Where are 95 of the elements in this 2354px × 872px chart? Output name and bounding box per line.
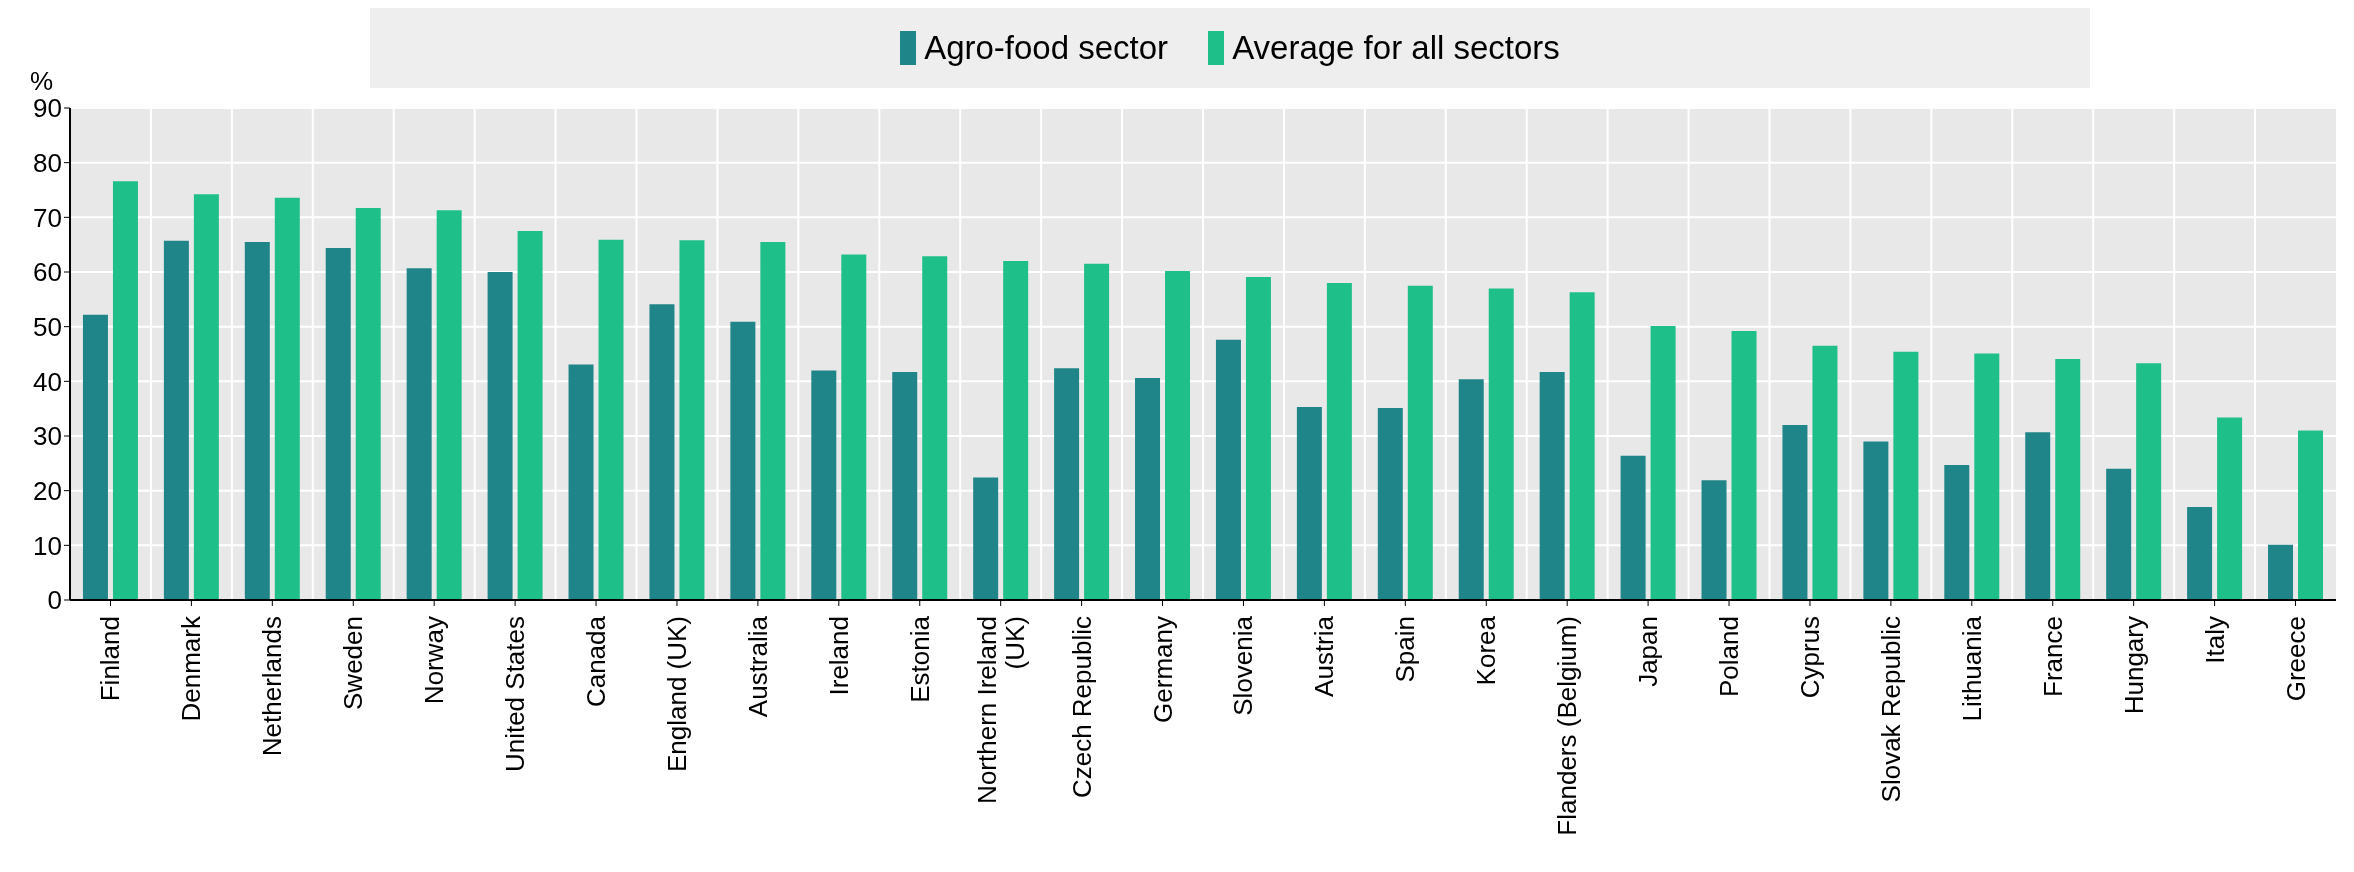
x-tick-label: England (UK)	[661, 616, 692, 773]
x-tick-label: Flanders (Belgium)	[1552, 616, 1583, 836]
x-tick-label: Cyprus	[1794, 616, 1825, 699]
y-tick-label: 50	[33, 311, 62, 342]
legend-label: Agro-food sector	[924, 29, 1169, 67]
x-tick-label: United States	[500, 616, 531, 773]
bar	[568, 364, 594, 600]
x-tick-label: Austria	[1309, 615, 1340, 697]
bar	[1974, 353, 2000, 600]
bar	[1054, 368, 1080, 600]
bar	[973, 477, 999, 600]
bar	[1003, 261, 1029, 600]
bar	[1539, 372, 1565, 600]
x-tick-label: Korea	[1471, 615, 1502, 686]
bar	[1944, 464, 1970, 600]
bar	[112, 181, 138, 600]
bar	[1893, 351, 1919, 600]
bar	[598, 239, 624, 600]
bar	[2217, 417, 2243, 600]
bar	[1135, 378, 1161, 600]
x-tick-label: Czech Republic	[1066, 616, 1097, 799]
bar	[649, 304, 675, 600]
bar	[1701, 480, 1727, 600]
x-tick-label: Sweden	[338, 616, 369, 710]
bar	[1296, 407, 1322, 600]
x-tick-label: Japan	[1633, 616, 1664, 687]
bar	[193, 194, 219, 600]
bar	[517, 231, 543, 600]
x-tick-label: Spain	[1390, 616, 1421, 683]
bar	[436, 210, 462, 600]
bar	[892, 372, 918, 600]
y-tick-label: 10	[33, 530, 62, 561]
x-tick-label: Northern Ireland (UK)	[971, 616, 1030, 804]
bar	[760, 241, 786, 600]
x-tick-label: Slovak Republic	[1875, 616, 1906, 803]
bar	[2298, 430, 2324, 600]
bar	[163, 240, 189, 600]
x-tick-label: Poland	[1714, 616, 1745, 697]
x-tick-label: Slovenia	[1228, 615, 1259, 716]
y-tick-label: 20	[33, 475, 62, 506]
bar	[1245, 276, 1271, 600]
x-tick-label: Lithuania	[1956, 615, 1987, 722]
bar	[82, 314, 108, 600]
bar	[1377, 408, 1403, 600]
bar	[274, 197, 300, 600]
bar	[2025, 432, 2051, 600]
bar	[1731, 331, 1757, 600]
x-tick-label: Estonia	[904, 615, 935, 703]
bar	[244, 241, 270, 600]
bar	[1215, 339, 1241, 600]
bar	[1458, 379, 1484, 600]
y-tick-label: 80	[33, 147, 62, 178]
bar	[406, 268, 432, 600]
bar	[1569, 292, 1595, 600]
bar	[922, 256, 948, 600]
x-tick-label: Ireland	[823, 616, 854, 696]
bar	[1488, 288, 1514, 600]
x-tick-label: Canada	[581, 615, 612, 708]
x-tick-label: Finland	[95, 616, 126, 702]
x-tick-label: France	[2037, 616, 2068, 697]
bar	[325, 247, 351, 600]
bar	[2268, 544, 2294, 600]
bar	[1782, 425, 1808, 600]
y-tick-label: 60	[33, 257, 62, 288]
bar	[679, 240, 705, 600]
bar	[730, 321, 756, 600]
bar	[2187, 507, 2213, 600]
bar	[1407, 285, 1433, 600]
bar	[1620, 455, 1646, 600]
bar	[2106, 468, 2132, 600]
x-tick-label: Denmark	[176, 615, 207, 722]
bar	[1326, 282, 1352, 600]
x-tick-label: Italy	[2199, 616, 2230, 664]
legend-label: Average for all sectors	[1232, 29, 1560, 67]
y-tick-label: 40	[33, 366, 62, 397]
y-tick-label: 70	[33, 202, 62, 233]
bar	[1812, 345, 1838, 600]
bar	[1650, 326, 1676, 600]
bar	[811, 370, 837, 600]
bar	[841, 254, 867, 600]
bar	[1084, 263, 1110, 600]
y-tick-label: 30	[33, 421, 62, 452]
x-tick-label: Netherlands	[257, 616, 288, 757]
x-tick-label: Hungary	[2118, 616, 2149, 715]
bar	[2055, 358, 2081, 600]
y-tick-label: 0	[47, 585, 62, 616]
bar	[1165, 270, 1191, 600]
x-tick-label: Norway	[419, 616, 450, 705]
bar	[1863, 441, 1889, 600]
x-tick-label: Australia	[742, 615, 773, 718]
bar	[355, 208, 381, 600]
x-tick-label: Greece	[2280, 616, 2311, 702]
bar	[487, 272, 513, 600]
bar	[2136, 363, 2162, 600]
x-tick-label: Germany	[1147, 616, 1178, 723]
